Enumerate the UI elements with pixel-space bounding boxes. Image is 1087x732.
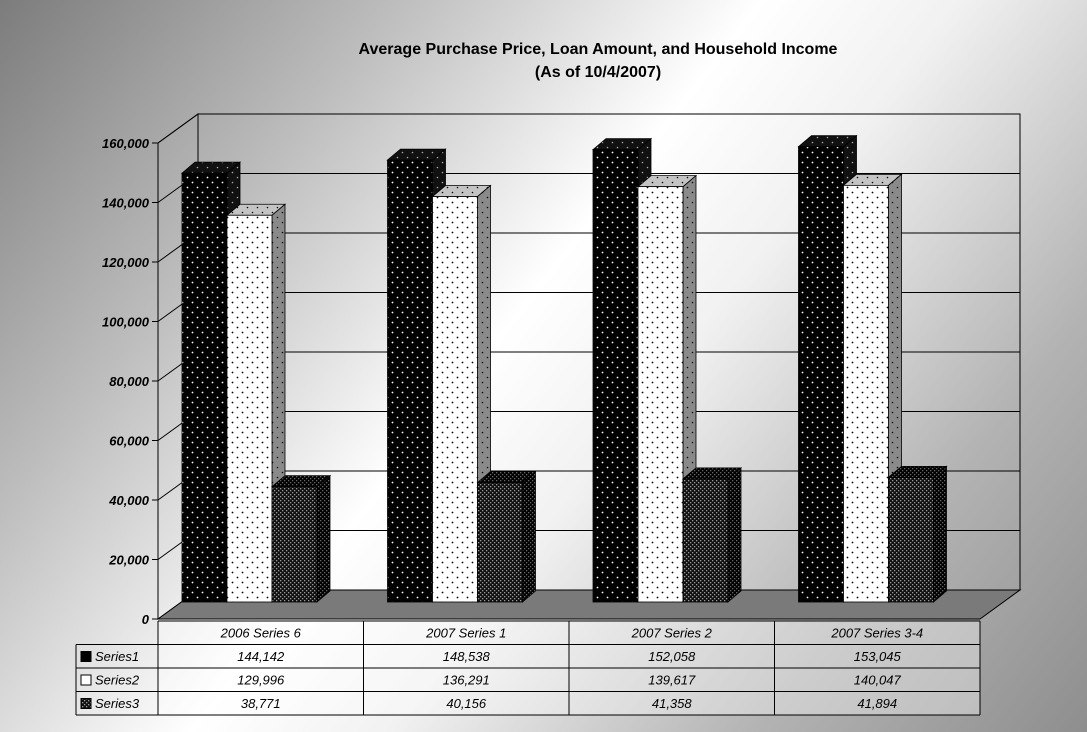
- bar-series3-4: [887, 465, 948, 603]
- legend-key-series2: [80, 674, 92, 686]
- legend-key-series1: [80, 651, 92, 662]
- data-label: 152,058: [648, 649, 696, 664]
- data-table: 2006 Series 6 2007 Series 1 2007 Series 2 2…: [75, 620, 981, 716]
- bar-front: [271, 486, 318, 603]
- data-label: 129,996: [237, 673, 285, 688]
- category-label: 2006 Series 6: [220, 626, 302, 641]
- data-label: 139,617: [648, 673, 696, 688]
- category-label: 2007 Series 1: [425, 626, 506, 641]
- y-tick-label: 40,000: [108, 493, 150, 508]
- bar-side: [933, 465, 947, 603]
- y-tick-label: 100,000: [102, 315, 150, 330]
- bar-series3-1: [270, 474, 332, 603]
- y-axis: 0 20,000 40,000 60,000 80,000 100,000 120,000 1…: [102, 136, 159, 627]
- bar-side: [316, 474, 331, 603]
- bar-front: [181, 172, 228, 603]
- bar-front: [888, 476, 934, 603]
- gridline-side: [157, 113, 199, 144]
- y-tick-label: 160,000: [102, 136, 150, 151]
- bar-series2-3: [636, 174, 698, 603]
- y-tick-label: 60,000: [109, 434, 150, 449]
- data-label: 41,894: [857, 696, 897, 711]
- data-label: 136,291: [443, 673, 490, 688]
- bar-front: [843, 184, 889, 603]
- bar-series2-1: [225, 203, 287, 603]
- legend-label-series2: Series2: [95, 673, 140, 688]
- bar-front: [682, 478, 729, 603]
- legend-key-series3: [80, 698, 92, 709]
- bar-front: [592, 149, 639, 603]
- y-tick-label: 0: [142, 612, 150, 627]
- legend-label-series1: Series1: [95, 649, 139, 664]
- bar-front: [637, 186, 684, 603]
- data-label: 41,358: [652, 696, 693, 711]
- bar-front: [226, 214, 273, 603]
- data-label: 144,142: [237, 649, 285, 664]
- category-label: 2007 Series 3-4: [830, 626, 923, 641]
- data-label: 148,538: [443, 649, 491, 664]
- bars-layer: [180, 134, 948, 603]
- data-label: 38,771: [241, 696, 281, 711]
- chart-title: Average Purchase Price, Loan Amount, and…: [359, 41, 838, 58]
- bar-side: [522, 470, 536, 603]
- y-tick-label: 120,000: [102, 255, 150, 270]
- y-tick-label: 140,000: [102, 196, 150, 211]
- bar-side: [727, 467, 742, 603]
- bar-front: [477, 482, 523, 603]
- data-label: 140,047: [854, 673, 902, 688]
- y-tick-label: 80,000: [109, 374, 150, 389]
- bar-front: [387, 159, 433, 603]
- bar-front: [798, 146, 844, 603]
- data-label: 153,045: [854, 649, 902, 664]
- bar-series3-2: [476, 470, 537, 603]
- category-label: 2007 Series 2: [631, 626, 713, 641]
- chart-subtitle: (As of 10/4/2007): [535, 64, 661, 81]
- y-tick-label: 20,000: [108, 553, 150, 568]
- bar-series3-3: [681, 467, 743, 603]
- data-label: 40,156: [446, 696, 487, 711]
- legend-label-series3: Series3: [95, 696, 140, 711]
- bar-front: [432, 196, 478, 603]
